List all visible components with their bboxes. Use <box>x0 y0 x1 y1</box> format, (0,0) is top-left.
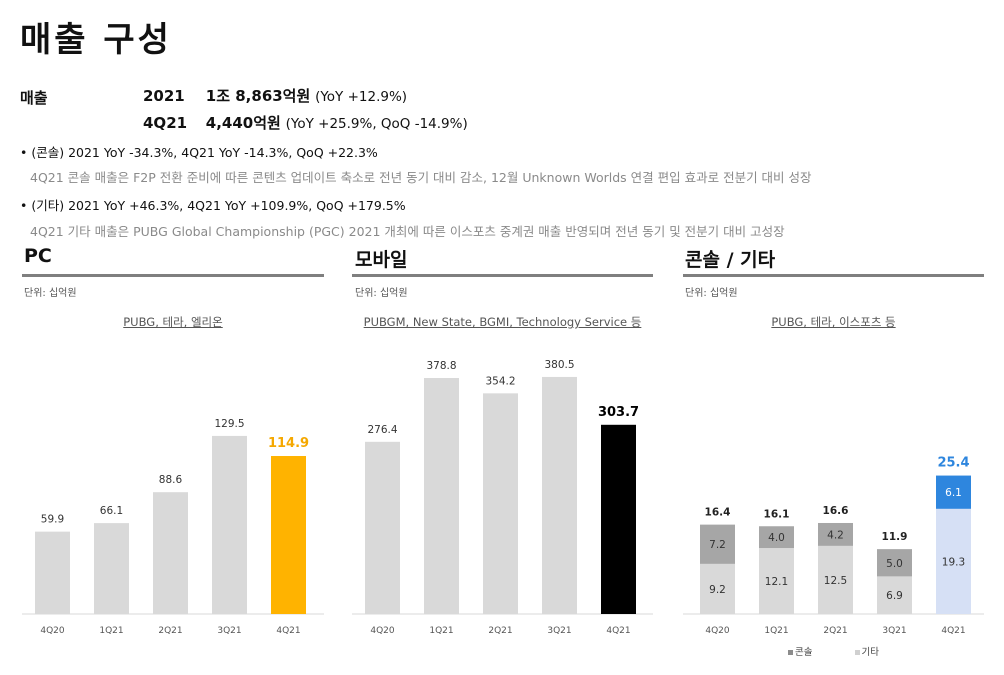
revenue-period: 4Q21 <box>143 114 188 132</box>
legend-swatch-console <box>788 650 793 655</box>
other-stack-bar <box>936 508 971 614</box>
legend-item-other: 기타 <box>854 647 880 658</box>
mobile-value-label: 354.2 <box>485 375 515 387</box>
console-stack-bar <box>818 522 853 546</box>
mobile-bar <box>424 378 459 614</box>
pc-value-label: 59.9 <box>41 514 64 526</box>
mobile-unit-label: 단위: 십억원 <box>355 288 408 299</box>
mobile-section-divider <box>352 274 653 277</box>
console-stack-bar <box>759 526 794 549</box>
legend-label-console: 콘솔 <box>795 647 813 658</box>
console-note-description: 4Q21 콘솔 매출은 F2P 전환 준비에 따른 콘텐츠 업데이트 축소로 전… <box>30 170 812 185</box>
console-value-label: 5.0 <box>886 558 903 570</box>
total-value-label: 25.4 <box>937 456 969 471</box>
pc-revenue-chart: 59.9 4Q20 66.1 1Q21 88.6 2Q21 129.5 3Q21 114.9 4Q… <box>22 418 324 636</box>
revenue-label: 매출 <box>20 89 48 107</box>
console-stack-bar <box>700 524 735 564</box>
other-stack-bar <box>818 545 853 614</box>
other-value-label: 19.3 <box>942 556 965 568</box>
other-note-description: 4Q21 기타 매출은 PUBG Global Championship (PG… <box>30 224 785 239</box>
other-stack-bar <box>759 548 794 614</box>
pc-bar <box>271 456 306 614</box>
other-value-label: 9.2 <box>709 584 726 596</box>
console-value-label: 7.2 <box>709 539 726 551</box>
console-value-label: 6.1 <box>945 487 962 499</box>
other-stack-bar <box>700 563 735 614</box>
other-value-label: 12.5 <box>824 575 847 587</box>
console-category-label: 3Q21 <box>882 626 906 636</box>
pc-unit-label: 단위: 십억원 <box>24 288 77 299</box>
pc-bar <box>35 531 70 614</box>
revenue-period: 2021 <box>143 87 185 105</box>
pc-bar <box>94 523 129 614</box>
pc-chart-subtitle: PUBG, 테라, 엘리온 <box>123 315 223 329</box>
pc-bar <box>212 435 247 614</box>
console-stack-bar <box>877 549 912 577</box>
total-value-label: 16.1 <box>764 508 790 520</box>
legend-item-console: 콘솔 <box>788 647 812 658</box>
console-unit-label: 단위: 십억원 <box>685 288 738 299</box>
mobile-bar <box>601 424 636 614</box>
pc-category-label: 3Q21 <box>217 626 241 636</box>
total-value-label: 16.6 <box>823 505 849 517</box>
mobile-bar <box>483 393 518 614</box>
mobile-category-label: 3Q21 <box>547 626 571 636</box>
console-stack-bar <box>936 475 971 509</box>
mobile-category-label: 1Q21 <box>429 626 453 636</box>
mobile-value-label: 380.5 <box>544 359 574 371</box>
other-note-bullet: • (기타) 2021 YoY +46.3%, 4Q21 YoY +109.9%… <box>20 198 406 213</box>
pc-value-label: 66.1 <box>100 505 123 517</box>
revenue-amount: 1조 8,863억원 <box>205 87 311 105</box>
pc-category-label: 2Q21 <box>158 626 182 636</box>
mobile-revenue-chart: 276.4 4Q20 378.8 1Q21 354.2 2Q21 380.5 3Q21 303.… <box>352 359 653 636</box>
console-chart-subtitle: PUBG, 테라, 이스포츠 등 <box>771 315 896 329</box>
console-category-label: 1Q21 <box>764 626 788 636</box>
mobile-bar <box>365 441 400 614</box>
console-category-label: 4Q21 <box>941 626 965 636</box>
console-note-bullet: • (콘솔) 2021 YoY -34.3%, 4Q21 YoY -14.3%,… <box>20 145 378 160</box>
console-category-label: 4Q20 <box>705 626 730 636</box>
console-other-revenue-chart: 9.2 7.2 16.4 4Q20 12.1 4.0 16.1 1Q21 12.5 4.2 16.6… <box>683 456 984 636</box>
mobile-category-label: 2Q21 <box>488 626 512 636</box>
revenue-amount: 4,440억원 <box>205 114 281 132</box>
console-section-divider <box>683 274 984 277</box>
legend-label-other: 기타 <box>861 647 880 658</box>
pc-category-label: 4Q20 <box>40 626 65 636</box>
console-value-label: 4.2 <box>827 529 844 541</box>
mobile-chart-subtitle: PUBGM, New State, BGMI, Technology Servi… <box>363 315 642 329</box>
other-stack-bar <box>877 576 912 614</box>
pc-bar <box>153 492 188 614</box>
pc-category-label: 4Q21 <box>276 626 300 636</box>
pc-category-label: 1Q21 <box>99 626 123 636</box>
pc-value-label: 114.9 <box>268 436 309 451</box>
other-value-label: 12.1 <box>765 576 788 588</box>
console-value-label: 4.0 <box>768 532 785 544</box>
other-value-label: 6.9 <box>886 590 903 602</box>
mobile-value-label: 303.7 <box>598 405 639 420</box>
revenue-comparison: (YoY +12.9%) <box>315 89 408 105</box>
total-value-label: 16.4 <box>705 507 731 519</box>
legend-swatch-other <box>854 650 860 655</box>
console-category-label: 2Q21 <box>823 626 847 636</box>
pc-value-label: 129.5 <box>214 418 244 430</box>
page-title: 매출 구성 <box>20 20 172 60</box>
mobile-section-title: 모바일 <box>355 249 408 271</box>
console-chart-legend: 콘솔 기타 <box>788 644 879 658</box>
mobile-bar <box>542 376 577 614</box>
pc-value-label: 88.6 <box>159 474 183 486</box>
revenue-comparison: (YoY +25.9%, QoQ -14.9%) <box>285 116 468 132</box>
mobile-category-label: 4Q20 <box>370 626 395 636</box>
revenue-row-4q21: 4Q21 4,440억원 (YoY +25.9%, QoQ -14.9%) <box>143 112 468 133</box>
total-value-label: 11.9 <box>882 531 908 543</box>
mobile-value-label: 378.8 <box>426 360 456 372</box>
mobile-value-label: 276.4 <box>367 424 397 436</box>
mobile-category-label: 4Q21 <box>606 626 630 636</box>
pc-section-divider <box>22 274 324 277</box>
revenue-row-2021: 2021 1조 8,863억원 (YoY +12.9%) <box>143 85 407 106</box>
console-section-title: 콘솔 / 기타 <box>685 249 776 271</box>
pc-section-title: PC <box>24 245 52 267</box>
